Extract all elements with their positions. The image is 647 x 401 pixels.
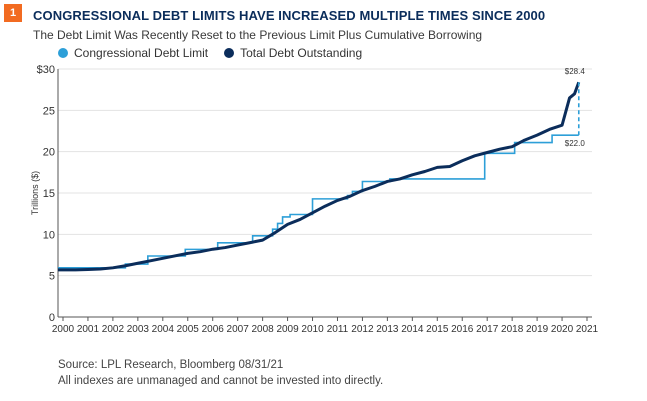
source-note: Source: LPL Research, Bloomberg 08/31/21 (58, 359, 284, 371)
disclaimer-note: All indexes are unmanaged and cannot be … (58, 375, 384, 387)
legend-label-debt-limit: Congressional Debt Limit (74, 46, 209, 60)
x-tick-label: 2004 (152, 324, 175, 335)
legend-swatch-total-debt (224, 48, 235, 58)
x-tick-label: 2013 (376, 324, 399, 335)
x-tick-label: 2019 (526, 324, 549, 335)
x-tick-label: 2018 (501, 324, 524, 335)
x-tick-label: 2014 (401, 324, 424, 335)
legend-swatch-debt-limit (58, 48, 68, 58)
legend-label-total-debt: Total Debt Outstanding (240, 46, 363, 60)
y-tick-label: 25 (43, 105, 55, 117)
x-tick-label: 2007 (227, 324, 250, 335)
chart-legend: Congressional Debt Limit Total Debt Outs… (58, 46, 362, 60)
y-axis-label: Trillions ($) (30, 171, 40, 215)
annotation-label: $28.4 (565, 67, 586, 76)
annotation-label: $22.0 (565, 139, 586, 148)
x-tick-label: 2000 (52, 324, 75, 335)
x-tick-label: 2016 (451, 324, 474, 335)
x-tick-label: 2020 (551, 324, 574, 335)
x-tick-label: 2008 (251, 324, 274, 335)
x-tick-label: 2005 (177, 324, 200, 335)
x-tick-label: 2021 (576, 324, 599, 335)
x-tick-label: 2003 (127, 324, 150, 335)
series-line-debt-limit (58, 134, 579, 269)
x-tick-label: 2011 (327, 324, 349, 335)
x-tick-label: 2015 (426, 324, 449, 335)
x-tick-label: 2017 (476, 324, 499, 335)
x-tick-label: 2009 (276, 324, 299, 335)
y-tick-label: 0 (49, 312, 55, 324)
chart-subtitle: The Debt Limit Was Recently Reset to the… (33, 28, 483, 42)
x-tick-label: 2002 (102, 324, 125, 335)
series-line-total-debt (58, 81, 581, 272)
y-tick-label: 5 (49, 271, 55, 283)
y-tick-label: $30 (37, 64, 55, 76)
legend-item-debt-limit: Congressional Debt Limit (58, 46, 208, 60)
chart-title: CONGRESSIONAL DEBT LIMITS HAVE INCREASED… (33, 8, 546, 23)
x-tick-label: 2006 (202, 324, 225, 335)
figure-number-badge: 1 (4, 4, 22, 22)
x-tick-label: 2001 (77, 324, 100, 335)
legend-item-total-debt: Total Debt Outstanding (224, 46, 362, 60)
y-tick-label: 20 (43, 147, 55, 159)
x-tick-label: 2012 (351, 324, 374, 335)
y-tick-label: 15 (43, 188, 55, 200)
x-tick-label: 2010 (301, 324, 324, 335)
y-tick-label: 10 (43, 229, 55, 241)
